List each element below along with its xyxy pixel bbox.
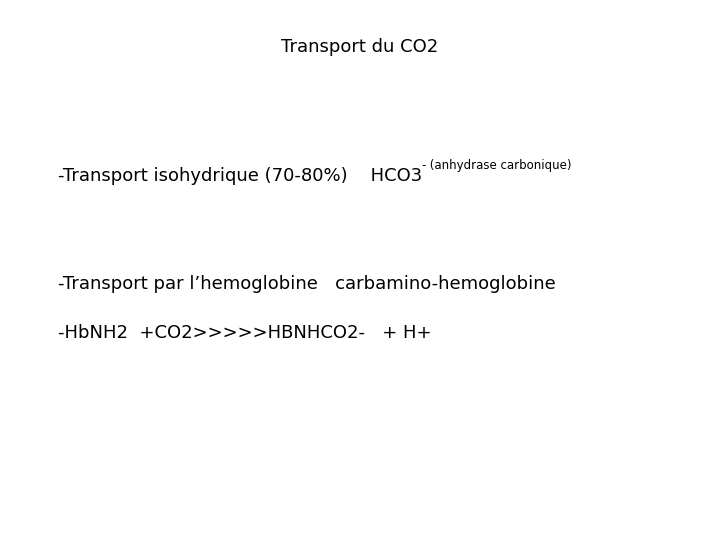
Text: -Transport isohydrique (70-80%)    HCO3: -Transport isohydrique (70-80%) HCO3 — [58, 167, 422, 185]
Text: -HbNH2  +CO2>>>>>HBNHCO2-   + H+: -HbNH2 +CO2>>>>>HBNHCO2- + H+ — [58, 324, 431, 342]
Text: (anhydrase carbonique): (anhydrase carbonique) — [426, 159, 572, 172]
Text: Transport du CO2: Transport du CO2 — [282, 38, 438, 56]
Text: -Transport par l’hemoglobine   carbamino-hemoglobine: -Transport par l’hemoglobine carbamino-h… — [58, 275, 555, 293]
Text: -: - — [422, 159, 426, 172]
